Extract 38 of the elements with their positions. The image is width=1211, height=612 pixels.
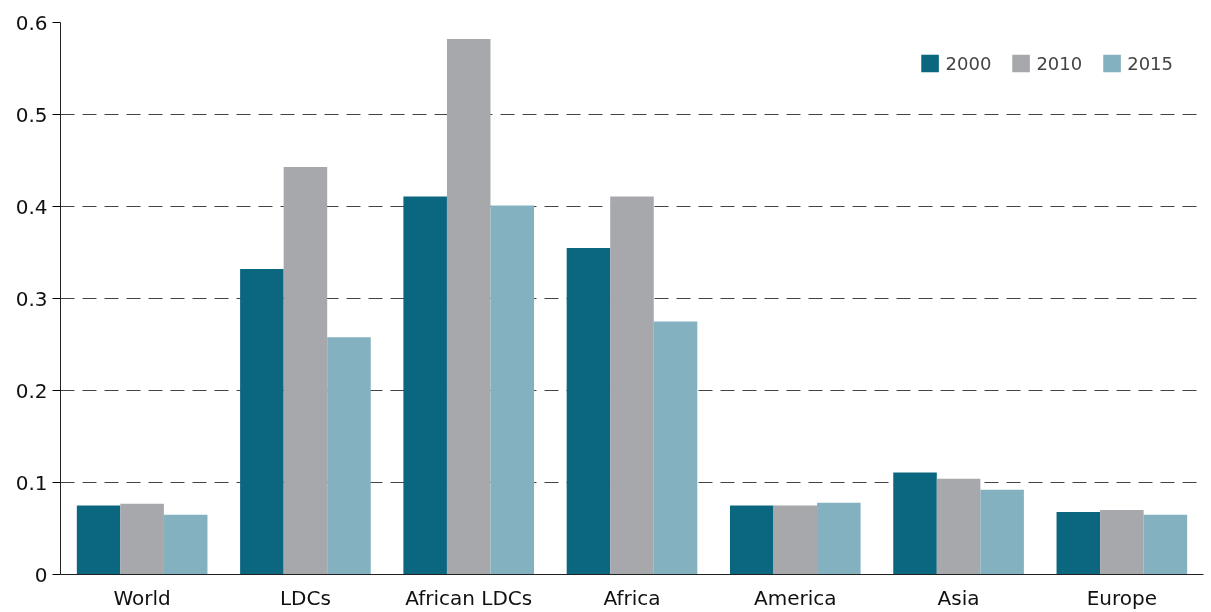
bar bbox=[566, 247, 611, 575]
y-tick-label: 0.6 bbox=[15, 10, 48, 35]
legend-label: 2000 bbox=[945, 52, 992, 74]
x-tick-label: Asia bbox=[937, 585, 980, 610]
bar bbox=[980, 489, 1024, 575]
bar bbox=[76, 505, 121, 575]
bar bbox=[403, 196, 447, 575]
y-tick-label: 0 bbox=[34, 562, 48, 587]
x-tick-label: African LDCs bbox=[405, 585, 533, 610]
y-tick-label: 0.3 bbox=[15, 286, 48, 311]
y-tick-label: 0.2 bbox=[15, 378, 48, 403]
bar bbox=[1143, 514, 1188, 575]
bar bbox=[1056, 511, 1101, 575]
bar bbox=[817, 502, 861, 575]
bar bbox=[729, 505, 774, 575]
bar bbox=[283, 166, 328, 575]
y-tick-label: 0.5 bbox=[15, 102, 48, 127]
y-tick-label: 0.1 bbox=[15, 470, 48, 495]
legend-label: 2010 bbox=[1036, 52, 1083, 74]
x-tick-label: LDCs bbox=[279, 585, 331, 610]
bar bbox=[120, 503, 164, 575]
legend-label: 2015 bbox=[1127, 52, 1173, 74]
bar bbox=[327, 337, 371, 575]
y-tick-label: 0.4 bbox=[15, 194, 48, 219]
bar bbox=[610, 196, 654, 575]
x-tick-label: America bbox=[754, 585, 837, 610]
x-tick-label: Africa bbox=[603, 585, 661, 610]
bar bbox=[773, 505, 818, 575]
bar bbox=[446, 39, 491, 575]
bar bbox=[240, 269, 284, 575]
bar bbox=[490, 205, 535, 575]
bar bbox=[936, 478, 981, 575]
bar bbox=[163, 514, 208, 575]
bar bbox=[1100, 510, 1144, 575]
x-tick-label: World bbox=[113, 585, 171, 610]
x-tick-label: Europe bbox=[1086, 585, 1158, 610]
bar bbox=[893, 472, 937, 575]
bar bbox=[653, 321, 698, 575]
